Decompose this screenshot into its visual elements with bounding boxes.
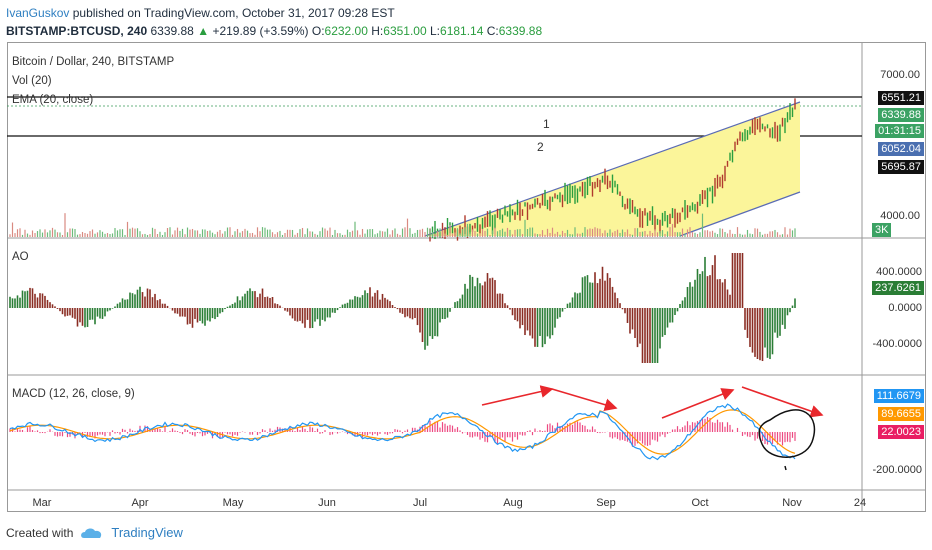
symbol-line: BITSTAMP:BTCUSD, 240 6339.88 ▲ +219.89 (… [6, 24, 542, 38]
low-label: L: [430, 24, 441, 38]
macd-tag: 111.6679 [873, 389, 924, 403]
up-arrow-icon: ▲ [197, 24, 210, 38]
volume-bars [9, 213, 796, 237]
x-tick-oct: Oct [691, 497, 709, 509]
tag-6551: 6551.21 [878, 91, 924, 105]
arrow-up-1[interactable] [481, 385, 554, 406]
open-label: O: [311, 24, 325, 38]
x-tick-sep: Sep [596, 497, 616, 509]
close-label: C: [486, 24, 499, 38]
ao-histogram [9, 253, 796, 363]
close-value: 6339.88 [498, 24, 543, 38]
low-value: 6181.14 [440, 24, 484, 38]
circle-annotation[interactable] [758, 409, 816, 458]
level-1-label: 1 [543, 117, 550, 131]
symbol-name: BITSTAMP:BTCUSD, 240 [6, 24, 148, 38]
arrow-down-1[interactable] [551, 388, 618, 411]
hist-tag: 22.0023 [878, 425, 924, 439]
macd-axis-m200: -200.0000 [872, 464, 922, 476]
ema-label: EMA (20, close) [12, 94, 94, 106]
arrow-up-2[interactable] [661, 388, 735, 419]
price-change: +219.89 (+3.59%) [212, 24, 309, 38]
author-link[interactable]: IvanGuskov [6, 6, 70, 20]
published-text: published on TradingView.com, October 31… [72, 6, 395, 20]
high-value: 6351.00 [383, 24, 427, 38]
x-tick-mar: Mar [32, 497, 52, 509]
tradingview-brand[interactable]: TradingView [111, 525, 183, 540]
arrow-down-2[interactable] [741, 386, 824, 418]
tag-last-price: 6339.88 [878, 108, 924, 122]
tag-5695: 5695.87 [878, 160, 924, 174]
x-tick-apr: Apr [131, 497, 149, 509]
level-2-label: 2 [537, 140, 544, 154]
ao-pane-title: AO [12, 251, 29, 263]
tradingview-cloud-icon [81, 527, 102, 538]
ao-axis-400: 400.0000 [876, 266, 922, 278]
x-tick-aug: Aug [503, 497, 523, 509]
last-price: 6339.88 [150, 24, 194, 38]
footer: Created with TradingView [6, 525, 183, 540]
x-tick-jul: Jul [412, 497, 428, 509]
axis-7000: 7000.00 [880, 69, 920, 81]
macd-pane-title: MACD (12, 26, close, 9) [12, 388, 135, 400]
signal-line [9, 409, 796, 455]
created-with-text: Created with [6, 525, 74, 540]
price-candles [429, 98, 796, 242]
ao-axis-0: 0.0000 [888, 302, 922, 314]
main-pane-title: Bitcoin / Dollar, 240, BITSTAMP [12, 56, 175, 68]
x-tick-nov: Nov [782, 497, 802, 509]
macd-line [9, 403, 796, 461]
signal-tag: 89.6655 [878, 407, 924, 421]
open-value: 6232.00 [324, 24, 368, 38]
vol-label: Vol (20) [12, 75, 52, 87]
pen-mark [784, 465, 787, 471]
x-tick-24: 24 [853, 497, 867, 509]
ao-axis-m400: -400.0000 [872, 338, 922, 350]
x-tick-jun: Jun [318, 497, 336, 509]
tag-ema: 6052.04 [878, 142, 924, 156]
tag-countdown: 01:31:15 [875, 124, 924, 138]
high-label: H: [371, 24, 384, 38]
tag-volume: 3K [872, 223, 892, 237]
ao-value-tag: 237.6261 [872, 281, 924, 295]
x-tick-may: May [222, 497, 244, 509]
publish-line: IvanGuskov published on TradingView.com,… [6, 6, 395, 20]
channel-bottom-line[interactable] [679, 191, 801, 237]
axis-4000: 4000.00 [880, 210, 920, 222]
